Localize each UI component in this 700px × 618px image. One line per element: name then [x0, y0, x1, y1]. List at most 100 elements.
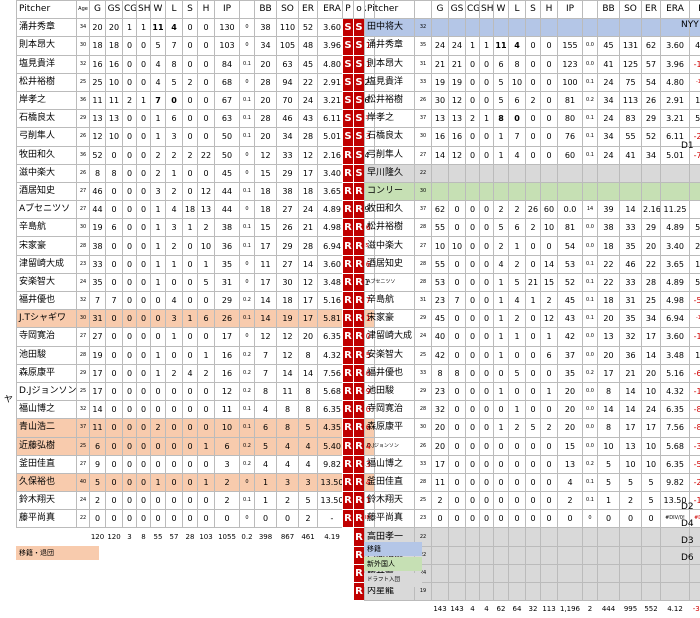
- stat-cell: 26: [415, 437, 432, 455]
- stat-cell: 0: [466, 401, 480, 419]
- stat-cell: 6: [255, 419, 277, 437]
- stat-cell: 20: [558, 401, 583, 419]
- stat-cell: 28: [415, 401, 432, 419]
- stat-cell: 36: [215, 237, 240, 255]
- stat-cell: [526, 182, 541, 200]
- stat-cell: 54: [642, 73, 661, 91]
- total-cell: 4: [480, 601, 494, 618]
- stat-cell: 0: [598, 510, 620, 528]
- right-header-cell: SH: [480, 1, 494, 19]
- po-cell: R: [343, 473, 354, 491]
- stat-cell: -10.82: [690, 73, 700, 91]
- po-cell: S: [354, 19, 365, 37]
- po-cell: [343, 528, 354, 546]
- stat-cell: 0: [137, 273, 151, 291]
- pitcher-name: 松井裕樹: [17, 73, 77, 91]
- stat-cell: [526, 164, 541, 182]
- stat-cell: 0.1: [240, 219, 255, 237]
- stat-cell: 55: [432, 255, 449, 273]
- po-cell: R: [354, 182, 365, 200]
- stat-cell: 0: [494, 364, 509, 382]
- stat-cell: 5: [166, 73, 183, 91]
- stat-cell: 0: [466, 492, 480, 510]
- stat-cell: 0.2: [583, 91, 598, 109]
- stat-cell: 4: [509, 292, 526, 310]
- stat-cell: [541, 182, 558, 200]
- stat-cell: 2: [526, 91, 541, 109]
- stat-cell: 0: [526, 237, 541, 255]
- stat-cell: [449, 182, 466, 200]
- stat-cell: 31: [620, 292, 642, 310]
- stat-cell: 0: [137, 110, 151, 128]
- stat-cell: 3: [151, 182, 166, 200]
- stat-cell: 28: [77, 346, 90, 364]
- stat-cell: 1: [137, 91, 151, 109]
- stat-cell: 33: [415, 455, 432, 473]
- stat-cell: 4.89: [661, 273, 690, 291]
- stat-cell: 0: [151, 437, 166, 455]
- pitcher-name: 森原康平: [365, 419, 415, 437]
- stat-cell: 0: [466, 473, 480, 491]
- stat-cell: [620, 19, 642, 37]
- total-cell: 552: [642, 601, 661, 618]
- left-header-cell: G: [90, 1, 106, 19]
- stat-cell: 45: [432, 310, 449, 328]
- stat-cell: 42: [432, 346, 449, 364]
- stat-cell: 0: [137, 455, 151, 473]
- stat-cell: -5.41: [690, 455, 700, 473]
- stat-cell: 8: [494, 110, 509, 128]
- stat-cell: [449, 546, 466, 564]
- po-cell: R: [343, 346, 354, 364]
- stat-cell: 0.1: [240, 91, 255, 109]
- pitcher-name: 田中将大: [365, 19, 415, 37]
- stat-cell: 0: [240, 201, 255, 219]
- stat-cell: 33: [90, 255, 106, 273]
- stat-cell: 0: [526, 473, 541, 491]
- stat-cell: 1: [466, 37, 480, 55]
- stat-cell: 63: [277, 55, 299, 73]
- stat-cell: 24: [299, 91, 318, 109]
- stat-cell: 0: [509, 346, 526, 364]
- stat-cell: 2: [215, 492, 240, 510]
- stat-cell: 1: [183, 219, 198, 237]
- stat-cell: 37: [415, 110, 432, 128]
- stat-cell: 48: [299, 37, 318, 55]
- pitcher-name: 塩見貴洋: [365, 73, 415, 91]
- stat-cell: 1: [509, 237, 526, 255]
- side-label: NYY: [681, 20, 699, 30]
- stat-cell: 0: [466, 201, 480, 219]
- total-cell: 2: [583, 601, 598, 618]
- stat-cell: 18: [255, 201, 277, 219]
- legend-transfer-out: 移籍・退団: [16, 546, 99, 560]
- stat-cell: 20: [299, 328, 318, 346]
- po-cell: [343, 583, 354, 601]
- legend-new-foreign: 新外国人: [364, 557, 422, 571]
- stat-cell: 13: [432, 110, 449, 128]
- stat-cell: [509, 546, 526, 564]
- stat-cell: 0: [137, 328, 151, 346]
- stat-cell: 155: [558, 37, 583, 55]
- stat-cell: 0: [123, 128, 137, 146]
- pitcher-name: コンリー: [365, 182, 415, 200]
- left-header-cell: BB: [255, 1, 277, 19]
- stat-cell: 0: [526, 73, 541, 91]
- stat-cell: 0: [183, 346, 198, 364]
- legend-draft: ドラフト入団: [364, 573, 422, 587]
- stat-cell: 0: [183, 19, 198, 37]
- stat-cell: 44: [215, 201, 240, 219]
- stat-cell: 25: [90, 73, 106, 91]
- stat-cell: 68: [215, 73, 240, 91]
- stat-cell: 0: [509, 510, 526, 528]
- stat-cell: 5: [494, 219, 509, 237]
- left-header-cell: SH: [137, 1, 151, 19]
- po-row: R: [343, 564, 365, 582]
- stat-cell: 0: [198, 455, 215, 473]
- stat-cell: 0.0: [583, 37, 598, 55]
- stat-cell: [526, 546, 541, 564]
- stat-cell: 1: [151, 110, 166, 128]
- stat-cell: 2: [494, 237, 509, 255]
